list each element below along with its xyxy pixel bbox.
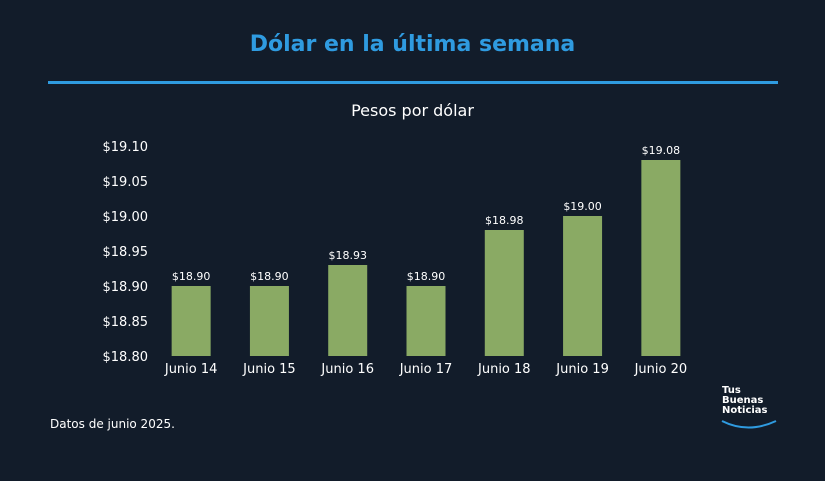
logo-swoosh-icon xyxy=(721,420,777,429)
x-tick-label: Junio 17 xyxy=(399,362,453,377)
data-label: $18.90 xyxy=(250,270,289,283)
title-divider xyxy=(48,81,778,84)
data-label: $18.98 xyxy=(485,214,524,227)
footnote: Datos de junio 2025. xyxy=(50,417,175,431)
x-tick-label: Junio 14 xyxy=(164,362,218,377)
logo-line-3: Noticias xyxy=(722,405,768,416)
bar xyxy=(171,286,211,356)
y-tick-label: $18.80 xyxy=(103,350,149,365)
chart-title: Dólar en la última semana xyxy=(249,32,576,57)
data-label: $19.00 xyxy=(563,200,602,213)
bar xyxy=(641,160,681,356)
brand-logo: Tus Buenas Noticias xyxy=(721,385,782,436)
x-tick-label: Junio 16 xyxy=(320,362,374,377)
chart-subtitle: Pesos por dólar xyxy=(351,101,474,120)
bar xyxy=(484,230,524,356)
bar xyxy=(328,265,368,356)
x-tick-label: Junio 20 xyxy=(634,362,688,377)
data-label: $18.90 xyxy=(407,270,446,283)
bar xyxy=(406,286,446,356)
logo-line-2: Buenas xyxy=(722,395,764,406)
y-tick-label: $18.95 xyxy=(103,245,149,260)
y-tick-label: $19.05 xyxy=(103,175,149,190)
x-tick-label: Junio 19 xyxy=(555,362,609,377)
data-label: $18.93 xyxy=(328,249,367,262)
data-label: $19.08 xyxy=(642,144,681,157)
data-label: $18.90 xyxy=(172,270,211,283)
logo-line-1: Tus xyxy=(722,385,741,396)
bar xyxy=(563,216,603,356)
y-tick-label: $19.10 xyxy=(103,140,149,155)
y-tick-label: $19.00 xyxy=(103,210,149,225)
y-tick-label: $18.90 xyxy=(103,280,149,295)
bar xyxy=(249,286,289,356)
y-tick-label: $18.85 xyxy=(103,315,149,330)
x-tick-label: Junio 18 xyxy=(477,362,531,377)
x-tick-label: Junio 15 xyxy=(242,362,296,377)
